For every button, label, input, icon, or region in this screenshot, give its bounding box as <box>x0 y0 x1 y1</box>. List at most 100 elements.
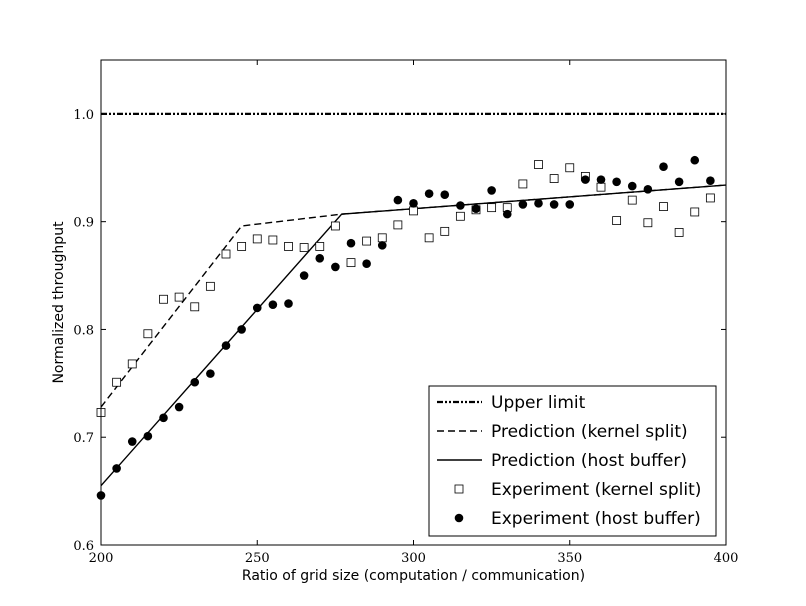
series-4-point <box>549 200 559 209</box>
series-3-point <box>705 193 715 203</box>
series-3-point <box>518 179 528 189</box>
x-tick-label: 200 <box>89 551 114 566</box>
series-4-point <box>174 402 184 412</box>
series-4-point <box>565 200 575 209</box>
series-4-point <box>268 300 278 309</box>
series-4-point <box>596 175 606 184</box>
x-tick-label: 300 <box>401 551 426 566</box>
series-4-point <box>190 377 200 387</box>
series-4-point <box>393 195 403 205</box>
series-4-point <box>252 303 262 313</box>
series-4-point <box>112 464 121 473</box>
series-3-point <box>315 242 325 251</box>
series-3-point <box>393 220 403 230</box>
legend-entry-label: Prediction (kernel split) <box>491 422 688 442</box>
series-3-point <box>627 195 637 205</box>
series-4-point <box>502 209 512 219</box>
series-4-point <box>409 199 418 208</box>
series-4-point <box>315 254 325 263</box>
series-4-point <box>221 341 231 350</box>
series-3-point <box>143 329 153 339</box>
series-3-point <box>424 233 434 243</box>
series-3-point <box>409 206 418 216</box>
series-3-point <box>190 302 200 312</box>
series-3-point <box>596 182 606 192</box>
series-3-point <box>346 258 356 268</box>
series-4-point <box>377 241 387 250</box>
series-3-point <box>549 174 559 183</box>
y-tick-label: 0.8 <box>73 323 94 338</box>
y-axis-label: Normalized throughput <box>51 221 67 384</box>
series-3-point <box>330 221 340 231</box>
series-3-point <box>252 234 262 244</box>
series-3-point <box>159 294 168 304</box>
x-tick-label: 350 <box>557 551 582 566</box>
series-4-point <box>581 175 590 184</box>
series-4-point <box>706 176 715 186</box>
series-4-point <box>674 177 684 187</box>
series-3-point <box>612 216 622 225</box>
axes: 200 250 300 350 400 0.6 0.7 0.8 0.9 1.0 <box>73 59 739 566</box>
series-3-point <box>174 292 184 302</box>
series-3-point <box>205 281 215 291</box>
series-4-point <box>424 189 434 198</box>
series-3-point <box>362 236 372 246</box>
series-3-point <box>487 203 497 213</box>
series-4-point <box>143 431 153 441</box>
series-3-point <box>643 218 653 228</box>
series-4-point <box>159 413 168 423</box>
series-4-point <box>346 238 356 248</box>
series-4-point <box>518 200 528 209</box>
legend-entry-label: Experiment (host buffer) <box>491 509 701 529</box>
series-4-point <box>237 325 246 334</box>
legend-entry-label: Prediction (host buffer) <box>491 451 687 471</box>
series-3-point <box>221 249 231 259</box>
series-4-point <box>627 181 637 191</box>
series-4-point <box>612 177 621 187</box>
x-tick-label: 250 <box>245 551 270 566</box>
legend-box <box>428 385 717 537</box>
series-4-point <box>534 199 543 208</box>
series-3-point <box>565 163 575 173</box>
series-3-point <box>127 359 137 369</box>
series-4-point <box>456 201 465 210</box>
series-4-point <box>643 185 653 194</box>
x-tick-label: 400 <box>714 551 739 566</box>
series-4-point <box>362 259 371 269</box>
series-3-point <box>659 202 668 211</box>
series-3-point <box>455 211 465 221</box>
y-tick-label: 0.7 <box>73 431 94 446</box>
legend: Upper limit Prediction (kernel split) Pred… <box>428 385 717 537</box>
series-4-point <box>440 190 450 200</box>
series-4-point <box>284 299 293 308</box>
series-4-point <box>299 271 309 280</box>
y-tick-label: 0.9 <box>73 216 94 231</box>
x-axis-label: Ratio of grid size (computation / commun… <box>242 568 585 584</box>
series-3-point <box>299 243 309 252</box>
series-3-point <box>440 226 450 236</box>
y-tick-label: 0.6 <box>73 539 94 554</box>
series-4-point <box>659 162 668 171</box>
series-3-point <box>268 235 278 245</box>
series-3-point <box>377 233 387 243</box>
series-4-point <box>206 369 215 378</box>
y-tick-label: 1.0 <box>73 108 94 123</box>
legend-square-swatch <box>454 484 464 494</box>
series-4-point <box>471 204 481 214</box>
series-4-point <box>331 262 340 272</box>
series-3-point <box>534 160 543 169</box>
series-4-point <box>690 155 700 165</box>
series-4-point <box>127 437 137 446</box>
series-4-point <box>487 186 496 195</box>
legend-entry-label: Upper limit <box>491 393 586 413</box>
series-3-point <box>112 377 122 387</box>
series-2-line <box>101 184 726 487</box>
series-3-point <box>237 242 247 251</box>
series-3-point <box>674 228 684 237</box>
plot-content <box>101 112 726 487</box>
series-3-point <box>284 242 293 251</box>
series-3-point <box>690 207 700 217</box>
legend-entry-label: Experiment (kernel split) <box>491 480 701 500</box>
legend-circle-swatch <box>454 513 464 523</box>
